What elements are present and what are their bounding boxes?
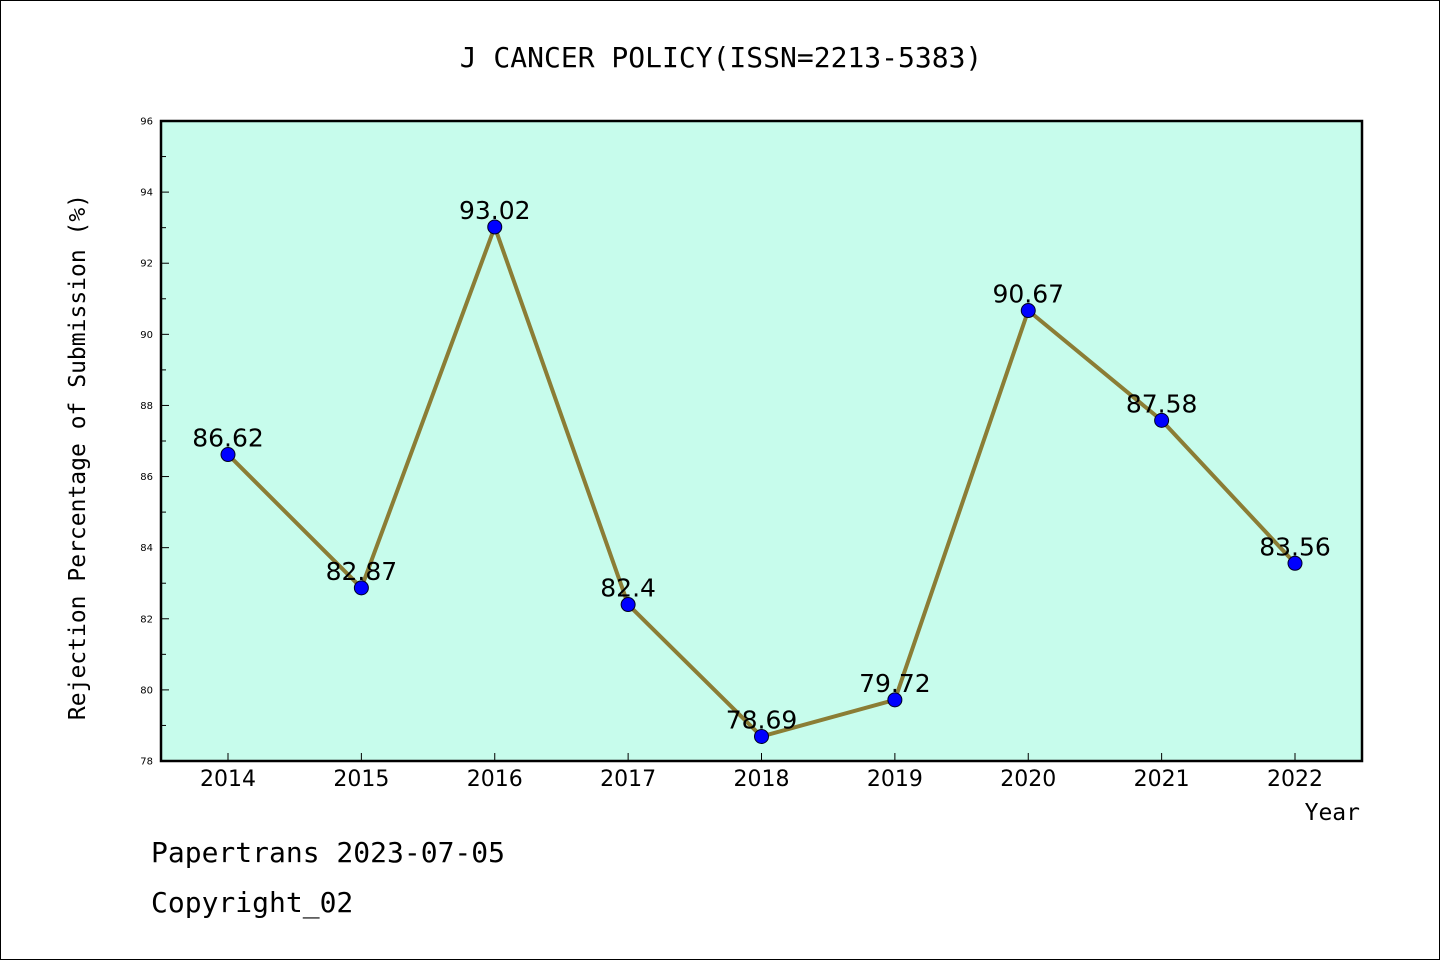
x-axis: 2014 2015 2016 2017 2018 2019 2020 2021 2022 [200, 753, 1323, 792]
x-tick-label: 2022 [1267, 767, 1323, 792]
x-tick-label: 2019 [867, 767, 923, 792]
data-point [887, 692, 903, 708]
plot-border [159, 119, 1364, 763]
y-axis: 78 80 82 84 86 88 90 92 94 96 [140, 117, 169, 768]
y-tick-label: 92 [140, 259, 153, 270]
data-label: 90.67 [992, 280, 1064, 309]
data-label: 93.02 [459, 196, 531, 225]
y-tick-label: 96 [140, 117, 153, 128]
y-tick-label: 88 [140, 401, 153, 412]
y-tick-label: 86 [140, 472, 153, 483]
data-label: 86.62 [192, 424, 264, 453]
data-point [620, 597, 636, 613]
series-group [220, 219, 1303, 744]
x-tick-label: 2017 [600, 767, 656, 792]
x-axis-title: Year [1305, 800, 1360, 826]
data-point [487, 219, 503, 235]
data-point [754, 728, 769, 744]
data-labels: 86.62 82.87 93.02 82.4 78.69 79.72 90.67 87.58 8… [192, 196, 1331, 735]
data-label: 82.4 [600, 574, 656, 603]
x-tick-label: 2021 [1134, 767, 1190, 792]
y-tick-label: 90 [140, 330, 153, 341]
x-tick-label: 2015 [333, 767, 389, 792]
y-tick-label: 84 [140, 543, 153, 554]
data-point [1154, 412, 1170, 428]
data-point [353, 580, 369, 596]
data-label: 78.69 [726, 705, 798, 734]
data-point [1020, 303, 1036, 319]
data-label: 82.87 [326, 557, 398, 586]
data-label: 87.58 [1126, 389, 1198, 418]
plot-area [161, 121, 1362, 761]
chart-title: J CANCER POLICY(ISSN=2213-5383) [460, 41, 983, 74]
y-tick-label: 78 [140, 757, 153, 768]
y-tick-label: 80 [140, 685, 153, 696]
data-label: 79.72 [859, 669, 931, 698]
data-point [220, 447, 236, 463]
x-tick-label: 2016 [467, 767, 523, 792]
footer-date: Papertrans 2023-07-05 [151, 836, 506, 869]
footer-copyright: Copyright_02 [151, 886, 354, 919]
x-tick-label: 2018 [734, 767, 790, 792]
x-tick-label: 2020 [1000, 767, 1056, 792]
y-tick-label: 94 [140, 188, 153, 199]
y-tick-label: 82 [140, 614, 153, 625]
y-axis-title: Rejection Percentage of Submission (%) [65, 194, 91, 720]
data-point [1287, 555, 1303, 571]
data-label: 83.56 [1259, 532, 1331, 561]
x-tick-label: 2014 [200, 767, 256, 792]
